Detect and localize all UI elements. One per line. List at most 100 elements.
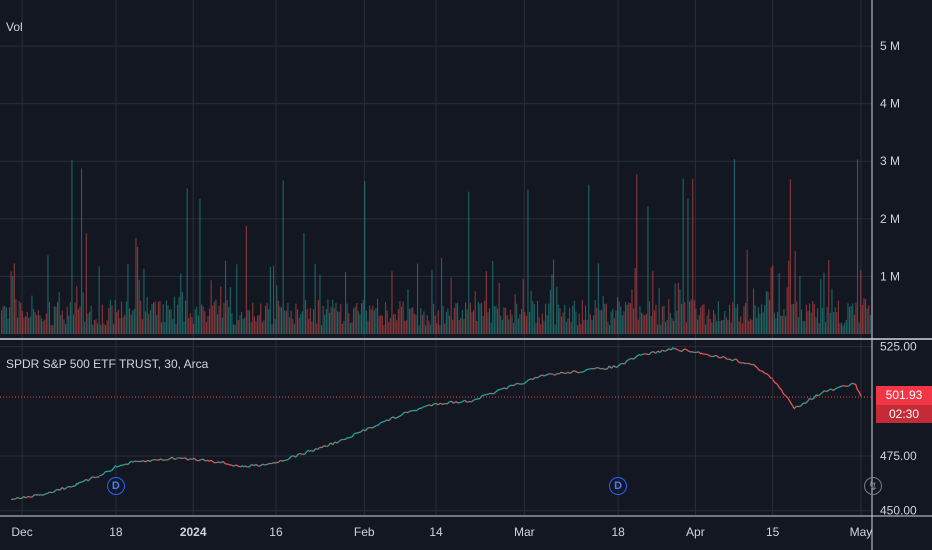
volume-bar bbox=[785, 316, 787, 334]
x-tick-label: Mar bbox=[514, 525, 535, 539]
volume-bar bbox=[253, 316, 255, 334]
price-segment bbox=[668, 348, 672, 351]
price-segment bbox=[25, 495, 29, 499]
volume-bar bbox=[207, 316, 209, 334]
volume-bar bbox=[621, 315, 623, 334]
volume-bar bbox=[109, 299, 111, 334]
volume-bar bbox=[841, 322, 843, 334]
volume-bar bbox=[129, 308, 131, 334]
volume-bar bbox=[188, 318, 190, 334]
price-segment bbox=[722, 355, 726, 359]
volume-bar bbox=[252, 302, 254, 334]
dividend-icon[interactable]: D bbox=[609, 477, 628, 495]
volume-bar bbox=[9, 307, 11, 334]
volume-bar bbox=[658, 288, 660, 334]
price-segment bbox=[517, 382, 521, 385]
volume-bar bbox=[689, 301, 691, 334]
volume-bar bbox=[797, 317, 799, 334]
price-segment bbox=[81, 480, 85, 483]
volume-bar bbox=[44, 319, 46, 334]
volume-bar bbox=[348, 313, 350, 334]
price-segment bbox=[832, 388, 837, 392]
volume-bar bbox=[15, 299, 17, 334]
price-segment bbox=[767, 374, 772, 379]
price-segment bbox=[499, 388, 503, 391]
price-segment bbox=[506, 385, 510, 390]
volume-bar bbox=[121, 301, 123, 334]
price-segment bbox=[23, 495, 27, 499]
volume-bar bbox=[577, 325, 579, 334]
volume-bar bbox=[332, 299, 334, 334]
price-segment bbox=[260, 463, 264, 467]
volume-bar bbox=[594, 299, 596, 334]
volume-bar bbox=[556, 286, 558, 334]
volume-bar bbox=[620, 306, 622, 334]
price-segment bbox=[354, 432, 357, 435]
price-segment bbox=[466, 401, 470, 403]
volume-bar bbox=[668, 299, 670, 334]
volume-bar bbox=[516, 303, 518, 334]
price-segment bbox=[569, 371, 573, 374]
volume-bar bbox=[705, 324, 707, 334]
price-segment bbox=[90, 476, 94, 479]
volume-bar bbox=[220, 286, 222, 334]
price-segment bbox=[382, 420, 385, 423]
price-segment bbox=[429, 404, 433, 407]
volume-bar bbox=[517, 318, 519, 334]
volume-bar bbox=[231, 313, 233, 334]
volume-bar bbox=[673, 320, 675, 334]
dividend-icon[interactable]: D bbox=[106, 477, 125, 495]
price-segment bbox=[393, 416, 396, 419]
volume-bar bbox=[178, 296, 180, 334]
price-segment bbox=[631, 357, 634, 360]
volume-bar bbox=[308, 318, 310, 334]
volume-bar bbox=[343, 320, 345, 334]
volume-bar bbox=[37, 310, 39, 334]
volume-bar bbox=[533, 304, 535, 334]
price-segment bbox=[191, 457, 195, 460]
price-segment bbox=[537, 375, 541, 379]
volume-bar bbox=[125, 301, 127, 334]
price-segment bbox=[543, 374, 547, 377]
volume-bar bbox=[743, 306, 745, 334]
volume-bar bbox=[842, 325, 844, 334]
price-segment bbox=[94, 476, 98, 479]
volume-bar bbox=[453, 307, 455, 334]
volume-bar bbox=[23, 317, 25, 334]
volume-bar bbox=[4, 305, 6, 334]
x-tick-label: 2024 bbox=[180, 525, 207, 539]
volume-bar bbox=[10, 271, 12, 334]
price-segment bbox=[420, 406, 424, 409]
price-segment bbox=[391, 416, 394, 419]
price-segment bbox=[733, 358, 737, 361]
price-segment bbox=[565, 371, 569, 375]
volume-bar bbox=[265, 305, 267, 334]
price-segment bbox=[262, 463, 266, 466]
price-segment bbox=[526, 379, 530, 383]
price-segment bbox=[401, 412, 405, 416]
price-segment bbox=[731, 359, 735, 362]
volume-bar bbox=[553, 259, 555, 334]
volume-bar bbox=[671, 318, 673, 334]
volume-bar bbox=[810, 312, 812, 334]
volume-bar bbox=[153, 302, 155, 334]
volume-bar bbox=[47, 255, 49, 334]
volume-bar bbox=[821, 307, 823, 334]
volume-bar bbox=[39, 315, 41, 334]
volume-bar bbox=[625, 302, 627, 334]
price-segment bbox=[231, 464, 235, 467]
volume-bar bbox=[796, 301, 798, 334]
price-segment bbox=[187, 458, 191, 461]
volume-bar bbox=[18, 301, 20, 334]
volume-bar bbox=[364, 180, 366, 334]
price-segment bbox=[515, 382, 518, 385]
volume-bar bbox=[258, 314, 260, 334]
volume-bar bbox=[789, 179, 791, 334]
volume-bar bbox=[858, 322, 860, 334]
lightning-icon[interactable]: ↯ bbox=[864, 477, 882, 495]
volume-bar bbox=[401, 306, 403, 334]
price-segment bbox=[251, 463, 255, 467]
volume-bar bbox=[447, 308, 449, 334]
